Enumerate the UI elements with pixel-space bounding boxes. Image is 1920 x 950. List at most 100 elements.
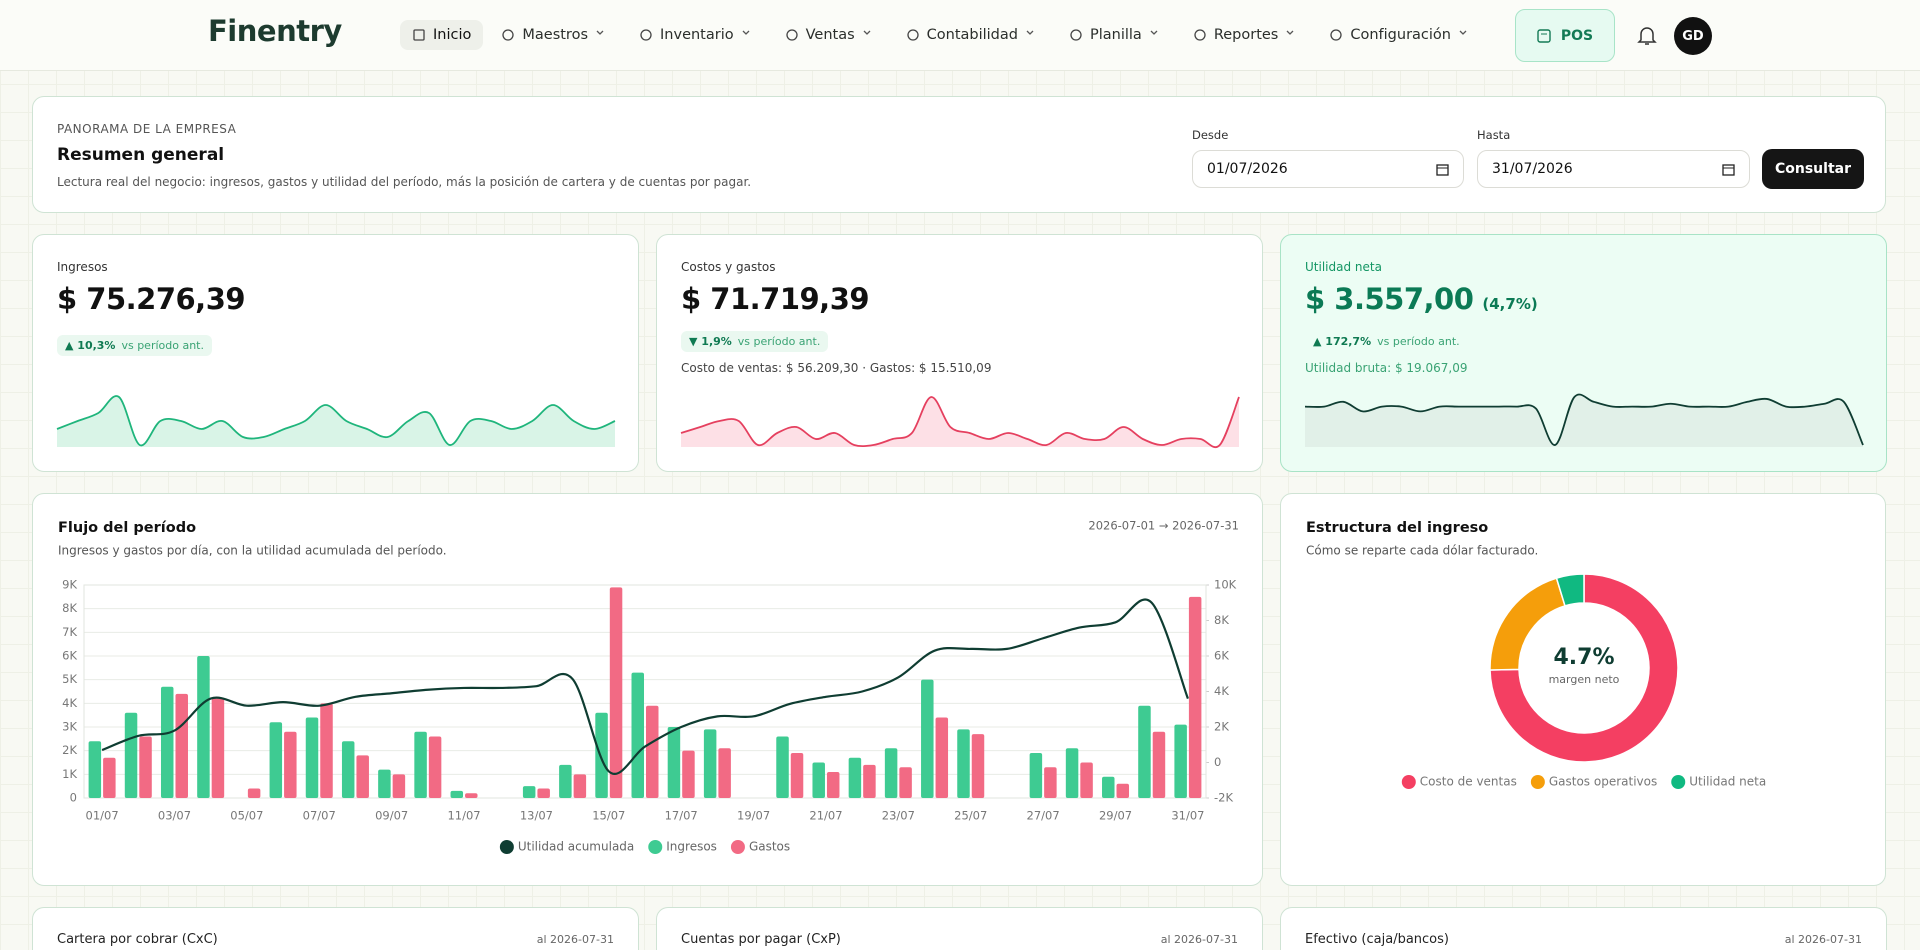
plot-frame	[83, 584, 1207, 799]
kpi-value: $ 3.557,00	[1305, 282, 1474, 316]
to-value: 31/07/2026	[1492, 161, 1573, 177]
y2-tick-label: -2K	[1214, 791, 1233, 805]
sparkline-area	[57, 395, 615, 447]
x-tick-label: 27/07	[1027, 809, 1060, 823]
bar	[341, 741, 355, 798]
kpi-value-row: $ 71.719,39	[681, 282, 870, 316]
x-tick-label: 31/07	[1171, 809, 1204, 823]
nav-icon	[785, 29, 798, 41]
bar	[247, 788, 261, 798]
nav-item[interactable]: Maestros	[489, 20, 621, 50]
nav-label: Planilla	[1089, 27, 1142, 43]
nav-item[interactable]: Configuración	[1317, 20, 1484, 50]
bar	[921, 679, 934, 798]
nav-label: Configuración	[1350, 27, 1451, 43]
brand[interactable]: Finentry	[208, 14, 342, 48]
bar	[776, 736, 789, 798]
nav-item[interactable]: Reportes	[1181, 20, 1312, 50]
bar	[414, 731, 427, 798]
chevron	[596, 30, 604, 35]
y2-tick-label: 10K	[1214, 578, 1237, 592]
nav-icon	[640, 29, 652, 41]
chart-title: Flujo del período	[58, 520, 196, 536]
card-title: Cartera por cobrar (CxC)	[57, 932, 218, 947]
y2-tick-label: 6K	[1214, 649, 1229, 663]
legend-label: Gastos	[749, 840, 790, 854]
from-input[interactable]: 01/07/2026	[1192, 150, 1464, 188]
card-title: Cuentas por pagar (CxP)	[681, 932, 841, 947]
page-title: Resumen general	[57, 145, 225, 165]
chevron-line	[863, 30, 871, 35]
x-tick-label: 11/07	[447, 809, 480, 823]
bar	[175, 693, 188, 798]
bar	[812, 762, 825, 798]
bar	[320, 703, 333, 798]
kpi-suffix: (4,7%)	[1482, 295, 1538, 313]
chevron	[742, 30, 750, 35]
bar	[790, 753, 804, 798]
change-value: ▲ 10,3%	[65, 339, 116, 352]
bar	[646, 705, 659, 798]
bar	[1044, 767, 1057, 798]
consult-button[interactable]: Consultar	[1762, 149, 1864, 189]
avatar[interactable]: GD	[1674, 17, 1712, 55]
to-input[interactable]: 31/07/2026	[1477, 150, 1750, 188]
bar	[826, 771, 840, 798]
bell[interactable]	[1636, 25, 1658, 47]
x-tick-label: 21/07	[809, 809, 842, 823]
nav-item[interactable]: Ventas	[773, 20, 888, 50]
bar	[559, 764, 572, 798]
nav-label: Ventas	[805, 27, 855, 43]
bar	[899, 767, 912, 798]
legend-dot	[1401, 775, 1416, 789]
legend-item: Ingresos	[648, 840, 717, 854]
icon-shape	[906, 29, 919, 41]
chart-subtitle: Cómo se reparte cada dólar facturado.	[1306, 544, 1538, 558]
pos-button[interactable]: POS	[1515, 9, 1615, 62]
kpi-extra: Utilidad bruta: $ 19.067,09	[1305, 361, 1468, 375]
nav-item[interactable]: Planilla	[1057, 20, 1175, 50]
nav-item[interactable]: Inventario	[627, 20, 767, 50]
page-description: Lectura real del negocio: ingresos, gast…	[57, 175, 752, 189]
x-tick-label: 19/07	[737, 809, 770, 823]
chevron	[1459, 30, 1467, 35]
nav-item[interactable]: Inicio	[400, 20, 484, 50]
nav-item[interactable]: Contabilidad	[894, 20, 1051, 50]
bar	[211, 698, 225, 798]
sparkline-line	[1304, 393, 1864, 446]
chart-title: Estructura del ingreso	[1306, 520, 1488, 536]
summary-card: Cartera por cobrar (CxC) al 2026-07-31	[32, 907, 639, 950]
donut-card: Estructura del ingreso Cómo se reparte c…	[1280, 493, 1886, 886]
icon-shape	[1330, 29, 1343, 41]
bar	[139, 736, 152, 798]
legend-item: Utilidad acumulada	[499, 840, 634, 854]
sparkline-area	[1305, 394, 1863, 447]
bar	[631, 672, 644, 798]
nav-label: Reportes	[1213, 27, 1279, 43]
card-date: al 2026-07-31	[1784, 933, 1862, 946]
bar	[1188, 596, 1202, 798]
cumulative-line	[101, 598, 1189, 775]
y2-tick-label: 2K	[1214, 720, 1229, 734]
bar	[595, 712, 608, 798]
nav-label: Contabilidad	[926, 27, 1018, 43]
bar	[305, 717, 319, 798]
pos-icon	[1537, 28, 1551, 43]
kpi-value-row: $ 75.276,39	[57, 282, 246, 316]
legend-dot	[1530, 775, 1545, 789]
legend-dot	[648, 840, 663, 854]
bar	[682, 750, 695, 798]
y-tick-label: 8K	[62, 601, 77, 615]
sparkline	[56, 395, 616, 447]
sparkline-line	[56, 395, 616, 447]
from-label: Desde	[1192, 128, 1229, 142]
y2-tick-label: 8K	[1214, 613, 1229, 627]
chevron-line	[1286, 30, 1294, 35]
chevron	[1150, 30, 1158, 35]
bar	[935, 717, 949, 798]
bar	[971, 734, 985, 798]
bar	[1152, 731, 1166, 798]
kpi-label: Ingresos	[57, 260, 108, 274]
x-tick-label: 05/07	[230, 809, 263, 823]
icon-shape	[413, 29, 425, 41]
